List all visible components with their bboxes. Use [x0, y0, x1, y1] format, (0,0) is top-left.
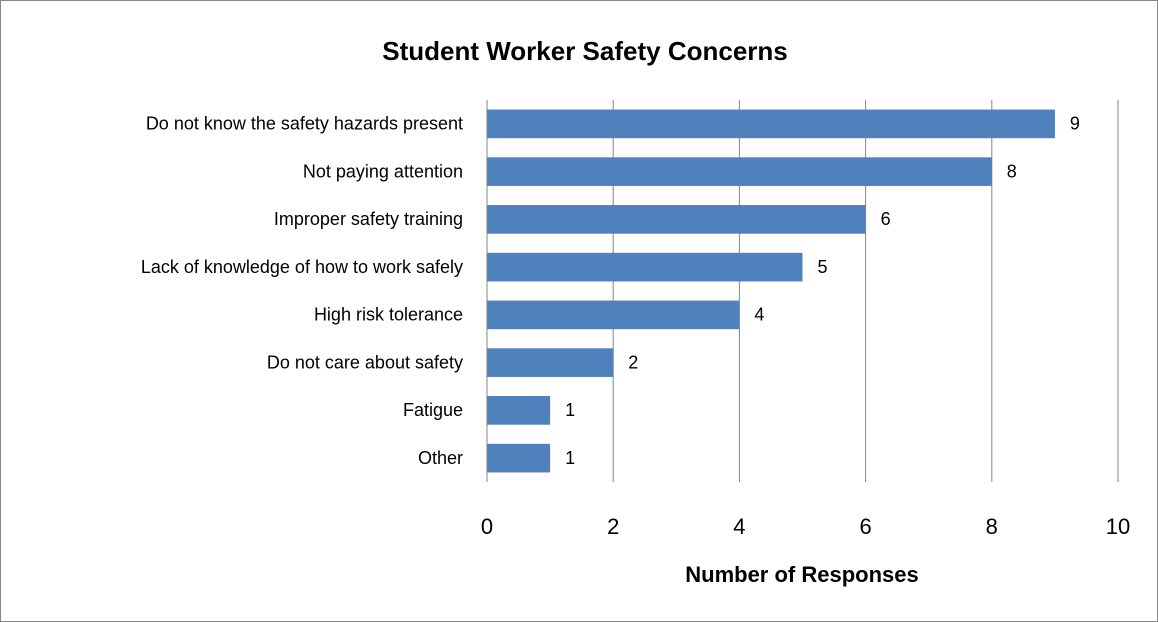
y-tick-label: Fatigue	[403, 400, 463, 420]
bar	[487, 157, 992, 186]
bar	[487, 348, 614, 377]
bar	[487, 443, 551, 473]
x-tick-label: 2	[607, 514, 619, 539]
y-tick-label: Improper safety training	[274, 209, 463, 229]
bar	[487, 109, 1055, 139]
y-tick-label: Not paying attention	[303, 161, 463, 181]
bar	[487, 252, 803, 282]
value-label: 4	[754, 305, 764, 325]
value-label: 9	[1070, 114, 1080, 134]
x-tick-label: 4	[733, 514, 745, 539]
x-tick-label: 10	[1106, 514, 1130, 539]
value-label: 8	[1007, 161, 1017, 181]
y-tick-label: High risk tolerance	[314, 305, 463, 325]
bar	[487, 205, 866, 234]
y-tick-label: Do not know the safety hazards present	[146, 114, 463, 134]
y-tick-label: Lack of knowledge of how to work safely	[141, 257, 463, 277]
y-tick-label: Do not care about safety	[267, 352, 463, 372]
x-tick-label: 8	[986, 514, 998, 539]
value-label: 6	[881, 209, 891, 229]
chart-title: Student Worker Safety Concerns	[382, 36, 788, 66]
value-label: 2	[628, 352, 638, 372]
x-tick-label: 0	[481, 514, 493, 539]
y-tick-label: Other	[418, 448, 463, 468]
value-label: 5	[818, 257, 828, 277]
bar	[487, 396, 551, 425]
bar	[487, 300, 740, 330]
x-axis-title: Number of Responses	[685, 562, 919, 587]
x-tick-label: 6	[859, 514, 871, 539]
value-label: 1	[565, 400, 575, 420]
value-label: 1	[565, 448, 575, 468]
